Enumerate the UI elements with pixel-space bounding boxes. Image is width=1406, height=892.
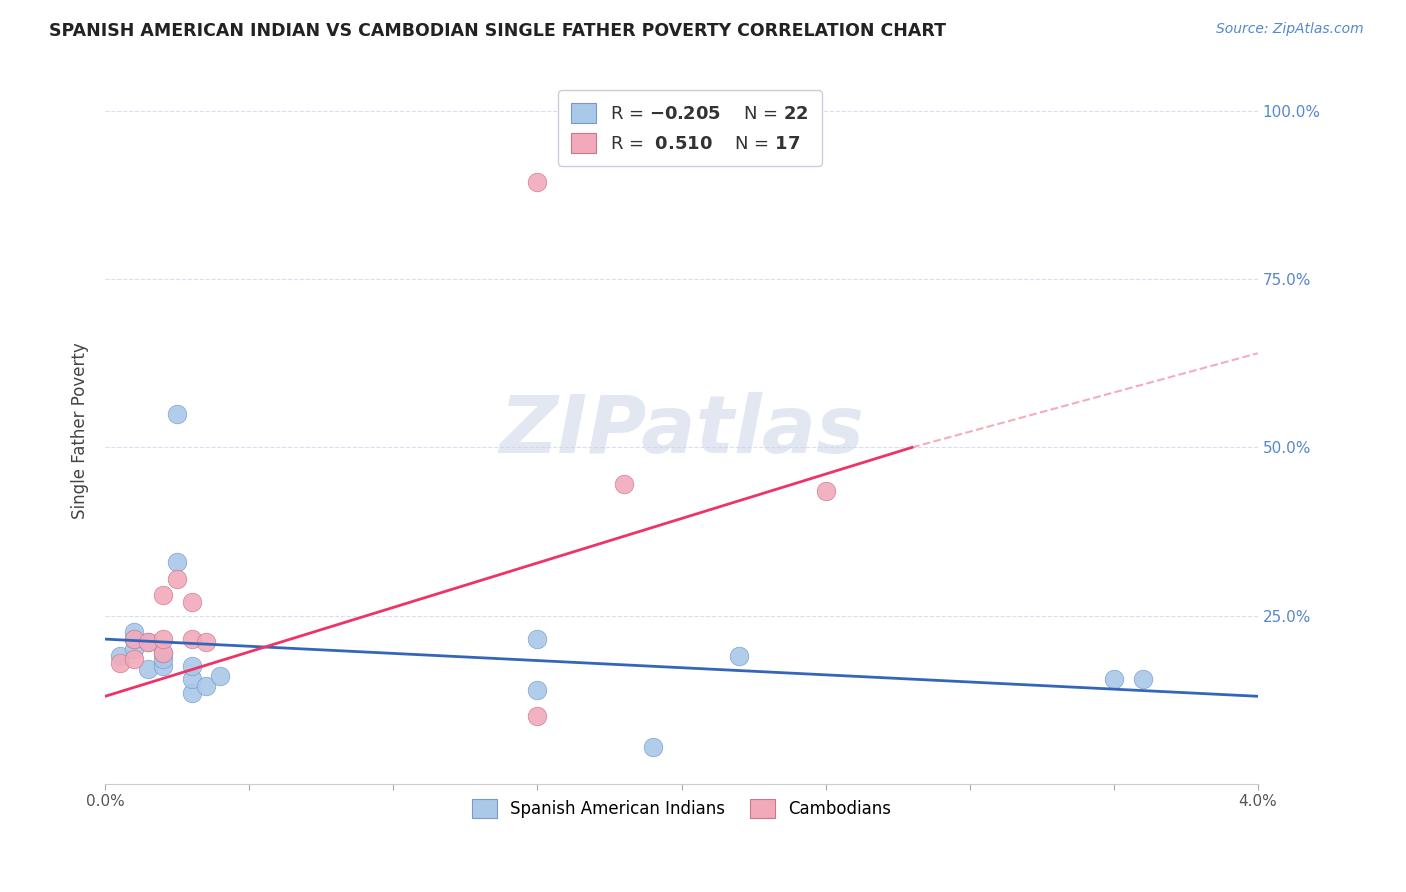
Point — [166, 555, 188, 569]
Y-axis label: Single Father Poverty: Single Father Poverty — [72, 343, 89, 519]
Text: ZIPatlas: ZIPatlas — [499, 392, 865, 469]
Point — [526, 709, 548, 723]
Point — [122, 652, 145, 666]
Point — [728, 648, 751, 663]
Point — [152, 652, 174, 666]
Point — [209, 669, 232, 683]
Point — [138, 635, 160, 649]
Point — [613, 477, 636, 491]
Point — [180, 632, 202, 646]
Point — [122, 642, 145, 657]
Point — [1102, 673, 1125, 687]
Point — [122, 625, 145, 640]
Text: Source: ZipAtlas.com: Source: ZipAtlas.com — [1216, 22, 1364, 37]
Point — [526, 682, 548, 697]
Point — [166, 572, 188, 586]
Point — [641, 739, 664, 754]
Point — [108, 656, 131, 670]
Legend: Spanish American Indians, Cambodians: Spanish American Indians, Cambodians — [465, 792, 898, 825]
Point — [180, 673, 202, 687]
Point — [138, 662, 160, 676]
Point — [152, 588, 174, 602]
Point — [526, 632, 548, 646]
Point — [152, 646, 174, 660]
Point — [152, 659, 174, 673]
Point — [195, 679, 218, 693]
Point — [526, 175, 548, 189]
Point — [122, 632, 145, 646]
Point — [108, 648, 131, 663]
Point — [180, 595, 202, 609]
Point — [814, 484, 837, 499]
Point — [152, 632, 174, 646]
Point — [122, 632, 145, 646]
Point — [138, 635, 160, 649]
Point — [166, 407, 188, 421]
Point — [195, 635, 218, 649]
Point — [180, 686, 202, 700]
Text: SPANISH AMERICAN INDIAN VS CAMBODIAN SINGLE FATHER POVERTY CORRELATION CHART: SPANISH AMERICAN INDIAN VS CAMBODIAN SIN… — [49, 22, 946, 40]
Point — [1132, 673, 1154, 687]
Point — [180, 659, 202, 673]
Point — [152, 646, 174, 660]
